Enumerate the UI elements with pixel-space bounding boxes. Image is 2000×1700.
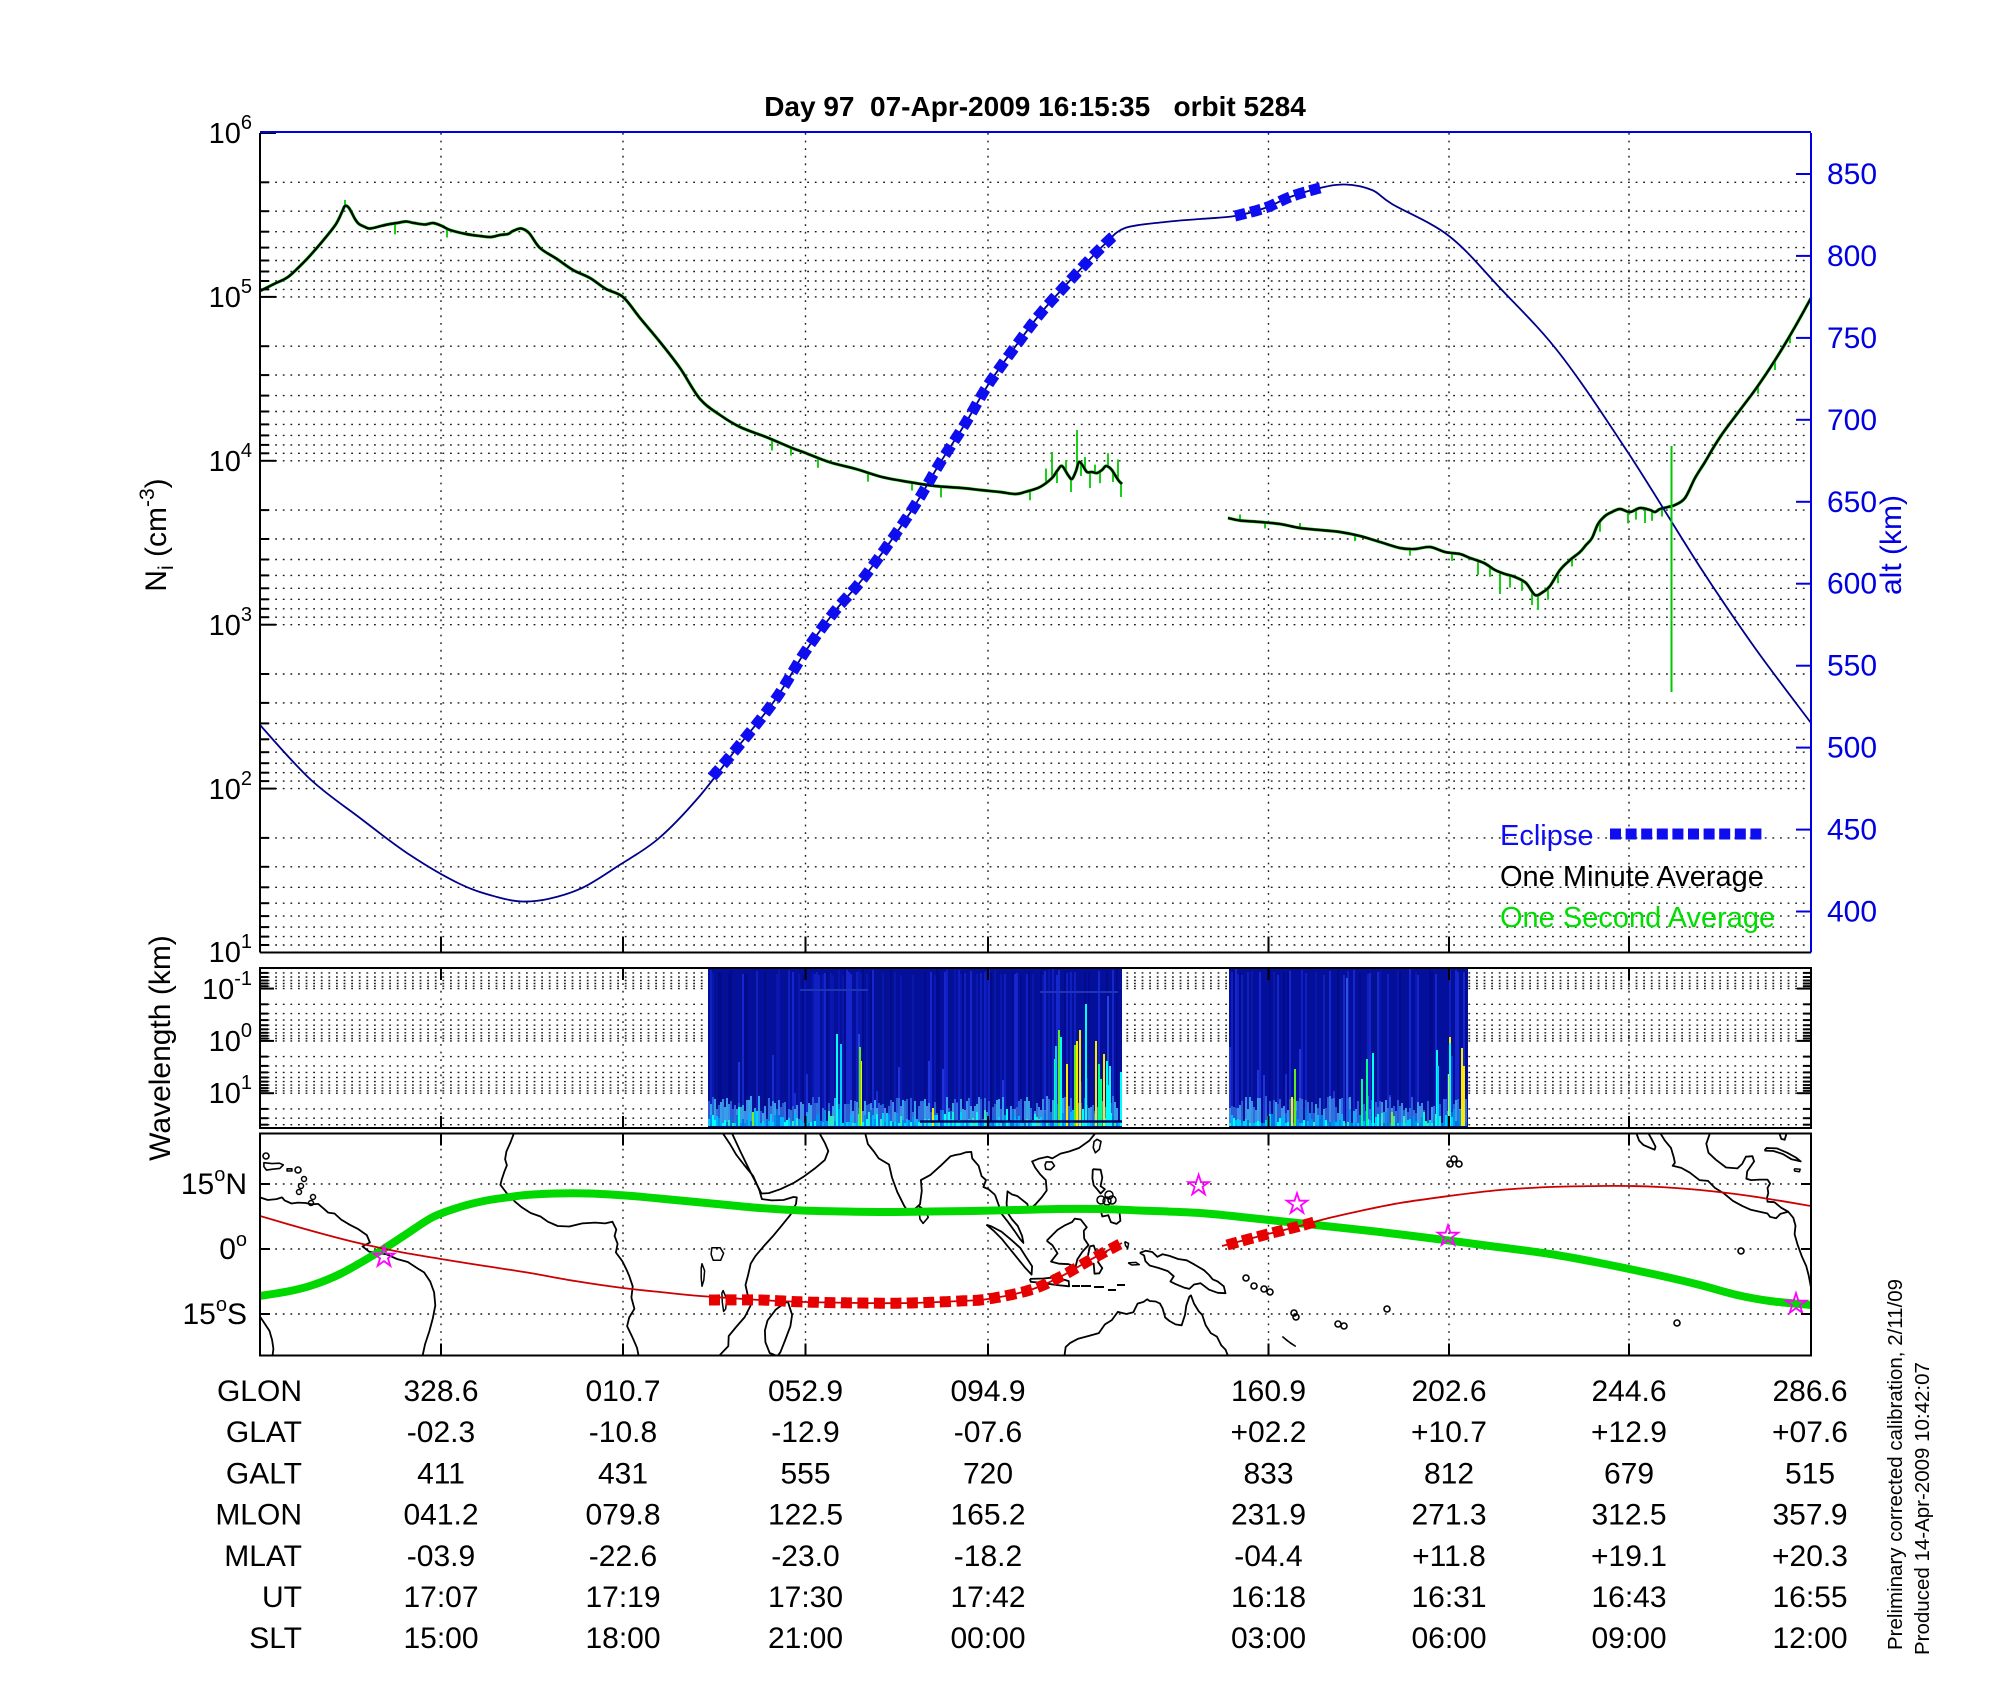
svg-text:-12.9: -12.9 bbox=[771, 1416, 839, 1449]
svg-text:-10.8: -10.8 bbox=[589, 1416, 657, 1449]
svg-text:12:00: 12:00 bbox=[1772, 1622, 1847, 1655]
svg-text:-22.6: -22.6 bbox=[589, 1540, 657, 1573]
svg-text:431: 431 bbox=[598, 1457, 648, 1490]
svg-text:15oN: 15oN bbox=[181, 1164, 247, 1201]
svg-text:231.9: 231.9 bbox=[1231, 1499, 1306, 1532]
svg-text:357.9: 357.9 bbox=[1772, 1499, 1847, 1532]
svg-text:-23.0: -23.0 bbox=[771, 1540, 839, 1573]
svg-text:041.2: 041.2 bbox=[403, 1499, 478, 1532]
svg-text:812: 812 bbox=[1424, 1457, 1474, 1490]
svg-text:17:19: 17:19 bbox=[585, 1581, 660, 1614]
svg-text:202.6: 202.6 bbox=[1411, 1375, 1486, 1408]
svg-text:312.5: 312.5 bbox=[1591, 1499, 1666, 1532]
svg-text:GLAT: GLAT bbox=[226, 1416, 302, 1449]
svg-text:21:00: 21:00 bbox=[768, 1622, 843, 1655]
svg-text:17:30: 17:30 bbox=[768, 1581, 843, 1614]
svg-text:Eclipse: Eclipse bbox=[1500, 820, 1594, 852]
svg-text:16:31: 16:31 bbox=[1411, 1581, 1486, 1614]
svg-text:15:00: 15:00 bbox=[403, 1622, 478, 1655]
svg-text:800: 800 bbox=[1827, 240, 1877, 273]
svg-text:MLAT: MLAT bbox=[224, 1540, 302, 1573]
svg-text:Preliminary corrected calibrat: Preliminary corrected calibration, 2/11/… bbox=[1884, 1279, 1907, 1650]
svg-text:17:07: 17:07 bbox=[403, 1581, 478, 1614]
svg-text:122.5: 122.5 bbox=[768, 1499, 843, 1532]
svg-text:18:00: 18:00 bbox=[585, 1622, 660, 1655]
svg-text:-02.3: -02.3 bbox=[407, 1416, 475, 1449]
svg-text:UT: UT bbox=[262, 1581, 302, 1614]
svg-text:500: 500 bbox=[1827, 732, 1877, 765]
svg-text:+02.2: +02.2 bbox=[1231, 1416, 1307, 1449]
svg-text:Wavelength (km): Wavelength (km) bbox=[144, 935, 177, 1161]
svg-text:16:55: 16:55 bbox=[1772, 1581, 1847, 1614]
svg-text:411: 411 bbox=[417, 1457, 465, 1490]
svg-text:Ni (cm-3): Ni (cm-3) bbox=[136, 478, 178, 591]
svg-text:700: 700 bbox=[1827, 404, 1877, 437]
svg-text:550: 550 bbox=[1827, 650, 1877, 683]
svg-text:Day 97 07-Apr-2009 16:15:35: Day 97 07-Apr-2009 16:15:35 orbit 5284 bbox=[764, 91, 1306, 122]
svg-text:600: 600 bbox=[1827, 568, 1877, 601]
svg-text:alt (km): alt (km) bbox=[1875, 495, 1908, 595]
svg-text:-07.6: -07.6 bbox=[954, 1416, 1022, 1449]
svg-text:286.6: 286.6 bbox=[1772, 1375, 1847, 1408]
svg-text:+19.1: +19.1 bbox=[1591, 1540, 1667, 1573]
svg-text:650: 650 bbox=[1827, 486, 1877, 519]
svg-text:555: 555 bbox=[780, 1457, 830, 1490]
svg-text:One Minute Average: One Minute Average bbox=[1500, 861, 1764, 893]
svg-text:GALT: GALT bbox=[226, 1457, 302, 1490]
svg-text:679: 679 bbox=[1604, 1457, 1654, 1490]
svg-text:+12.9: +12.9 bbox=[1591, 1416, 1667, 1449]
svg-text:Produced 14-Apr-2009 10:42:07: Produced 14-Apr-2009 10:42:07 bbox=[1911, 1362, 1934, 1655]
svg-text:+11.8: +11.8 bbox=[1412, 1540, 1486, 1573]
svg-text:105: 105 bbox=[209, 276, 252, 314]
svg-text:750: 750 bbox=[1827, 322, 1877, 355]
svg-text:328.6: 328.6 bbox=[403, 1375, 478, 1408]
svg-text:515: 515 bbox=[1785, 1457, 1835, 1490]
svg-text:400: 400 bbox=[1827, 896, 1877, 929]
svg-text:+07.6: +07.6 bbox=[1772, 1416, 1848, 1449]
svg-text:One Second Average: One Second Average bbox=[1500, 902, 1775, 934]
svg-text:+20.3: +20.3 bbox=[1772, 1540, 1848, 1573]
svg-text:16:43: 16:43 bbox=[1591, 1581, 1666, 1614]
svg-text:-18.2: -18.2 bbox=[954, 1540, 1022, 1573]
svg-text:271.3: 271.3 bbox=[1411, 1499, 1486, 1532]
svg-text:-04.4: -04.4 bbox=[1234, 1540, 1302, 1573]
svg-text:03:00: 03:00 bbox=[1231, 1622, 1306, 1655]
svg-text:17:42: 17:42 bbox=[950, 1581, 1025, 1614]
svg-text:720: 720 bbox=[963, 1457, 1013, 1490]
svg-text:160.9: 160.9 bbox=[1231, 1375, 1306, 1408]
svg-text:16:18: 16:18 bbox=[1231, 1581, 1306, 1614]
svg-text:450: 450 bbox=[1827, 814, 1877, 847]
svg-text:244.6: 244.6 bbox=[1591, 1375, 1666, 1408]
svg-text:00:00: 00:00 bbox=[950, 1622, 1025, 1655]
svg-text:052.9: 052.9 bbox=[768, 1375, 843, 1408]
svg-text:15oS: 15oS bbox=[182, 1294, 247, 1331]
svg-text:094.9: 094.9 bbox=[950, 1375, 1025, 1408]
svg-text:MLON: MLON bbox=[215, 1499, 302, 1532]
svg-text:165.2: 165.2 bbox=[950, 1499, 1025, 1532]
svg-text:833: 833 bbox=[1243, 1457, 1293, 1490]
svg-text:850: 850 bbox=[1827, 158, 1877, 191]
svg-text:010.7: 010.7 bbox=[585, 1375, 660, 1408]
svg-text:+10.7: +10.7 bbox=[1411, 1416, 1487, 1449]
svg-text:SLT: SLT bbox=[249, 1622, 302, 1655]
svg-text:06:00: 06:00 bbox=[1411, 1622, 1486, 1655]
svg-text:079.8: 079.8 bbox=[585, 1499, 660, 1532]
svg-text:09:00: 09:00 bbox=[1591, 1622, 1666, 1655]
svg-text:GLON: GLON bbox=[217, 1375, 302, 1408]
svg-text:-03.9: -03.9 bbox=[407, 1540, 475, 1573]
